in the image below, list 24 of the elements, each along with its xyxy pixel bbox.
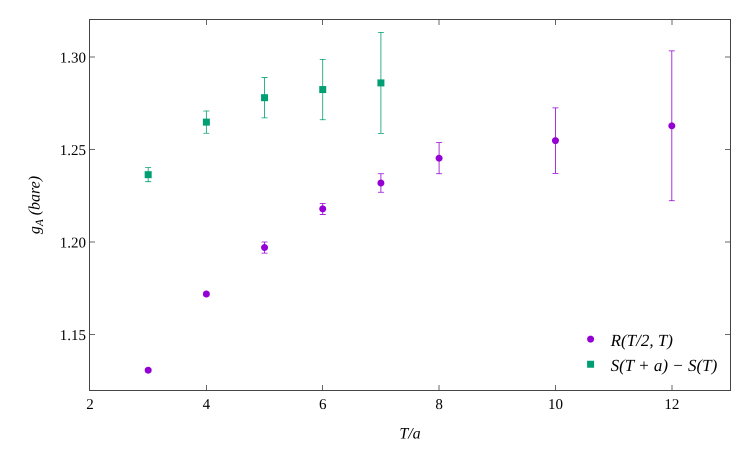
- point: [202, 118, 210, 126]
- y-tick-label: 1.30: [60, 50, 86, 66]
- point: [668, 122, 676, 130]
- point: [377, 179, 384, 186]
- legend-label: R(T/2, T): [610, 330, 674, 350]
- x-tick-label: 4: [202, 397, 211, 413]
- point: [261, 94, 268, 102]
- point: [377, 79, 384, 86]
- point: [436, 154, 443, 162]
- point: [261, 244, 268, 252]
- legend-label: S(T + a) − S(T): [610, 356, 718, 375]
- point: [552, 137, 559, 144]
- point: [319, 86, 326, 94]
- x-axis-title: T/a: [399, 426, 421, 443]
- x-tick-label: 10: [548, 397, 563, 413]
- y-tick-label: 1.25: [60, 142, 86, 159]
- y-tick-label: 1.15: [60, 328, 86, 344]
- x-tick-label: 2: [86, 397, 94, 413]
- x-tick-label: 12: [664, 397, 680, 413]
- point: [319, 205, 326, 212]
- y-tick-label: 1.20: [60, 235, 86, 252]
- x-tick-label: 8: [435, 397, 443, 413]
- x-tick-label: 6: [318, 397, 327, 413]
- point: [144, 171, 152, 178]
